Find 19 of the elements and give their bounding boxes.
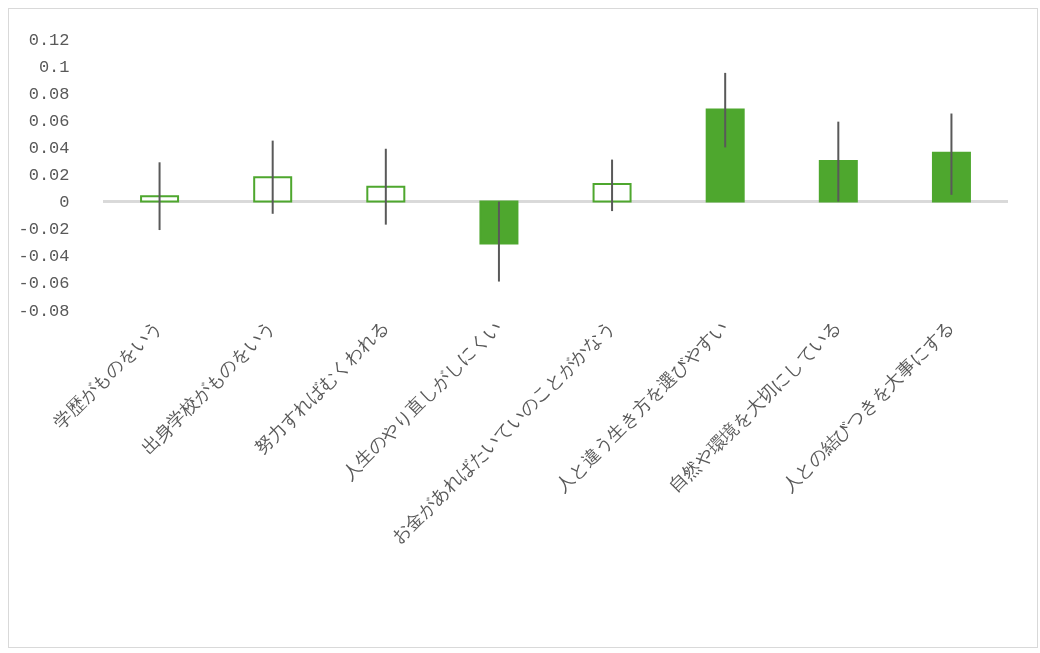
y-tick-label: 0.12 (28, 30, 70, 50)
y-tick-label: 0.02 (28, 166, 70, 185)
y-tick-label: 0.1 (38, 57, 70, 77)
y-tick-label: -0.06 (18, 274, 70, 294)
y-tick-label: -0.08 (18, 301, 70, 321)
bar (479, 200, 519, 245)
y-tick-label: -0.04 (18, 247, 70, 267)
bar (705, 108, 745, 203)
bar (140, 195, 180, 203)
y-tick-label: 0.06 (28, 111, 70, 131)
bar (818, 159, 858, 203)
bar (253, 176, 293, 203)
bar (931, 151, 971, 203)
y-tick-label: 0.08 (28, 84, 70, 104)
bar (592, 182, 632, 203)
y-tick-label: 0 (59, 193, 70, 213)
y-tick-label: 0.04 (28, 138, 70, 158)
bar (366, 185, 406, 203)
y-tick-label: -0.02 (18, 220, 70, 240)
